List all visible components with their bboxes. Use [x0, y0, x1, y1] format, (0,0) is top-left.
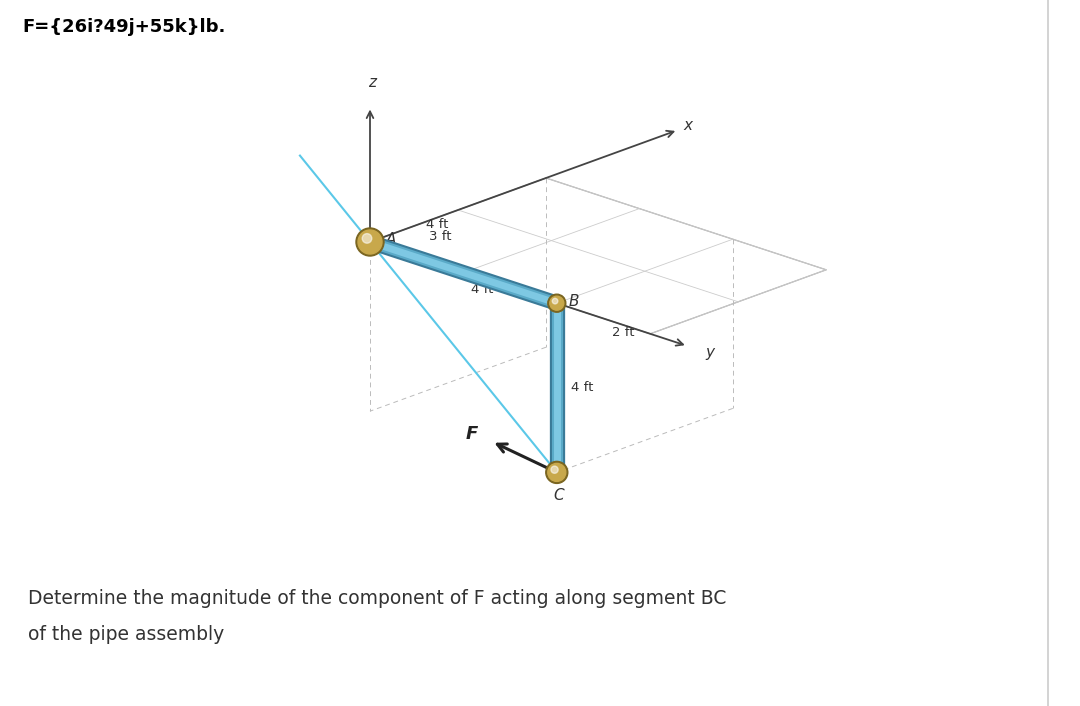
Text: C: C	[553, 489, 564, 503]
Text: F={26i?49j+55k}lb.: F={26i?49j+55k}lb.	[22, 18, 226, 36]
Circle shape	[362, 234, 372, 243]
Text: 4 ft: 4 ft	[471, 282, 494, 296]
Text: of the pipe assembly: of the pipe assembly	[28, 625, 225, 643]
Text: 2 ft: 2 ft	[611, 326, 634, 340]
Text: 4 ft: 4 ft	[426, 218, 448, 231]
Text: z: z	[368, 75, 376, 90]
Circle shape	[548, 294, 566, 312]
Circle shape	[552, 299, 558, 304]
Text: 4 ft: 4 ft	[571, 381, 593, 394]
Circle shape	[551, 466, 558, 473]
Circle shape	[545, 462, 568, 484]
Circle shape	[548, 463, 566, 481]
Text: y: y	[705, 345, 715, 360]
Circle shape	[356, 228, 384, 256]
Circle shape	[550, 297, 564, 310]
Text: B: B	[569, 294, 579, 309]
Circle shape	[357, 230, 382, 254]
Text: x: x	[684, 118, 692, 133]
Text: F: F	[465, 424, 477, 443]
Text: 3 ft: 3 ft	[429, 230, 451, 243]
Text: A: A	[386, 232, 396, 248]
Text: Determine the magnitude of the component of F acting along segment BC: Determine the magnitude of the component…	[28, 589, 727, 607]
